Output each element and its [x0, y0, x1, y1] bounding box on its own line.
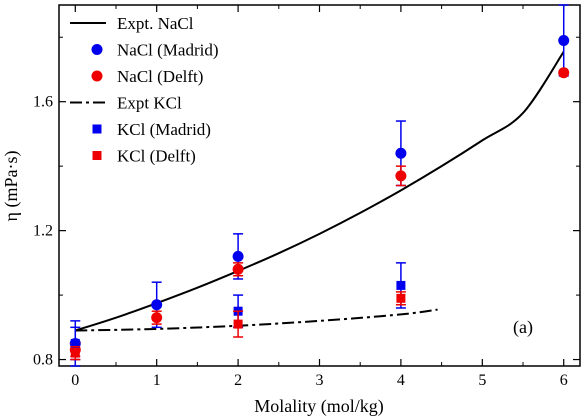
point-nacl-delft: [232, 263, 244, 275]
legend-label-kcl-madrid: KCl (Madrid): [117, 120, 211, 139]
x-tick-label: 3: [316, 372, 324, 389]
axis-ticks: 0 1 2 3 4 5 6 0.8 1.2 1.6: [33, 5, 580, 389]
x-tick-label: 2: [234, 372, 242, 389]
series-line-expt-kcl: [75, 308, 438, 332]
x-tick-label: 6: [560, 372, 568, 389]
point-nacl-madrid: [232, 250, 244, 262]
y-tick-label: 1.6: [33, 94, 53, 111]
point-nacl-madrid: [151, 299, 163, 311]
legend-swatch-kcl-delft: [92, 151, 102, 160]
point-kcl-madrid: [70, 338, 80, 348]
point-kcl-madrid: [396, 280, 406, 290]
x-tick-label: 4: [397, 372, 405, 389]
point-nacl-delft: [151, 312, 163, 324]
y-tick-label: 0.8: [33, 352, 53, 369]
legend-swatch-nacl-madrid: [91, 44, 103, 55]
x-tick-label: 1: [153, 372, 161, 389]
x-tick-label: 0: [71, 372, 79, 389]
legend-label-expt-kcl: Expt KCl: [117, 94, 182, 113]
legend-label-nacl-madrid: NaCl (Madrid): [117, 41, 219, 60]
points-layer: [69, 4, 570, 367]
point-kcl-delft: [396, 293, 406, 303]
point-nacl-delft: [558, 67, 570, 79]
legend-label-expt-nacl: Expt. NaCl: [117, 14, 194, 33]
legend-swatch-nacl-delft: [91, 70, 103, 82]
point-kcl-delft: [70, 348, 80, 358]
legend-label-nacl-delft: NaCl (Delft): [117, 67, 203, 86]
y-tick-label: 1.2: [33, 223, 53, 240]
x-tick-label: 5: [478, 372, 486, 389]
point-nacl-madrid: [558, 34, 570, 46]
legend-swatch-kcl-madrid: [92, 124, 102, 134]
legend-label-kcl-delft: KCl (Delft): [117, 147, 196, 166]
y-axis-title: η (mPa·s): [1, 151, 22, 222]
legend: Expt. NaCl NaCl (Madrid) NaCl (Delft) Expt …: [70, 14, 219, 166]
point-nacl-delft: [395, 170, 407, 182]
point-nacl-madrid: [395, 147, 407, 159]
x-axis-title: Molality (mol/kg): [254, 396, 384, 417]
point-kcl-delft: [233, 319, 243, 329]
panel-annotation: (a): [513, 317, 533, 338]
